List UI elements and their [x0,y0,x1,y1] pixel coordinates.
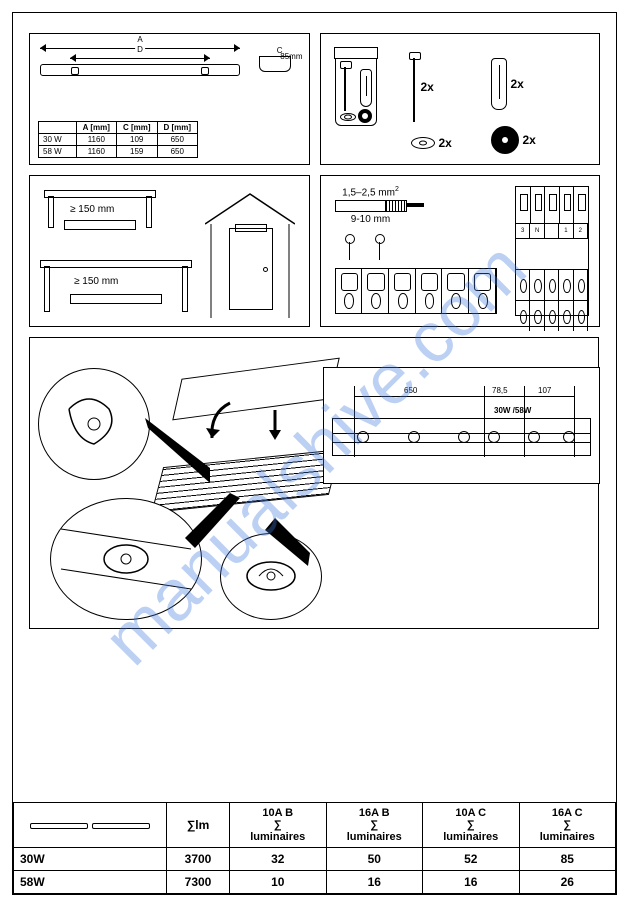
row2-v1: 10 [230,871,327,894]
col1-bot: luminaires [250,831,305,843]
fuse-box: 3 N 1 2 [515,186,589,316]
row2-v4: 26 [519,871,616,894]
breaker-label-2: N [530,224,544,238]
col3-bot: luminaires [443,831,498,843]
wire-strip-sq: 2 [395,186,399,193]
dims-row1-c: 109 [116,134,157,146]
luminaire-under-table [70,294,162,304]
black-washer-icon [491,126,519,154]
dims-th-empty [39,122,77,134]
row1-v3: 52 [423,848,520,871]
col3-top: 10A C [455,807,486,819]
luminaire-count-table: ∑lm 10A B∑luminaires 16A B∑luminaires 10… [13,802,616,894]
row1-lm: 3700 [167,848,230,871]
row2-v2: 16 [326,871,423,894]
panel-hardware: 2x 2x 2x 2x [320,33,601,165]
dims-th-c: C [mm] [116,122,157,134]
rail-dim-3: 107 [538,386,551,395]
row1-v2: 50 [326,848,423,871]
breaker-label-3: 1 [559,224,573,238]
qty-plug: 2x [511,77,524,91]
dims-row1-a: 1160 [76,134,116,146]
panel-dimensions: A D C 85mm A [mm] C [mm] D [mm] 30 W 116… [29,33,310,165]
dim-a-label: A [135,35,144,44]
screw-icon [411,52,417,122]
qty-screw: 2x [421,80,434,94]
wire-strip-diagram [335,200,407,212]
rail-dim-1: 650 [404,386,417,395]
hardware-bag-icon [335,54,377,126]
luminaire-pair-icon [30,821,150,829]
row1-watt: 30W [14,848,167,871]
rail-model-label: 30W /58W [494,406,531,415]
dimensions-table: A [mm] C [mm] D [mm] 30 W 1160 109 650 5… [38,121,198,158]
dims-row2-w: 58 W [39,146,77,158]
panel-wiring: 1,5–2,5 mm2 9-10 mm 3 N 1 2 [320,175,601,327]
wire-strip-range: 1,5–2,5 mm [342,187,395,198]
col4-mid: ∑ [563,819,571,831]
washer-icon [411,137,435,149]
col2-bot: luminaires [347,831,402,843]
col2-mid: ∑ [370,819,378,831]
dims-th-d: D [mm] [157,122,198,134]
row2-lm: 7300 [167,871,230,894]
col1-mid: ∑ [274,819,282,831]
rail-drawing [332,418,591,456]
col1-top: 10A B [262,807,293,819]
dims-row2-c: 159 [116,146,157,158]
clearance-top-label: ≥ 150 mm [70,204,114,215]
panel-rail-dimensions: 650 78,5 107 30W /58W [323,367,600,484]
clearance-bottom-label: ≥ 150 mm [74,276,118,287]
breaker-label-1: 3 [516,224,530,238]
dim-d-label: D [135,45,145,54]
breaker-label-4: 2 [574,224,588,238]
col4-top: 16A C [552,807,583,819]
row1-v4: 85 [519,848,616,871]
col4-bot: luminaires [540,831,595,843]
terminal-block [335,268,497,314]
row1-v1: 32 [230,848,327,871]
qty-black-washer: 2x [523,133,536,147]
rail-dim-2: 78,5 [492,386,508,395]
dims-row1-w: 30 W [39,134,77,146]
wall-plug-icon [491,58,507,110]
dim-height-label: 85mm [280,52,302,61]
wire-strip-length: 9-10 mm [335,214,407,225]
qty-washer: 2x [439,136,452,150]
luminaire-under-shelf [64,220,136,230]
dims-row2-a: 1160 [76,146,116,158]
house-icon [205,190,295,310]
col3-mid: ∑ [467,819,475,831]
dims-row1-d: 650 [157,134,198,146]
row2-v3: 16 [423,871,520,894]
dims-row2-d: 650 [157,146,198,158]
dims-th-a: A [mm] [76,122,116,134]
col2-top: 16A B [359,807,390,819]
col-lm: ∑lm [167,802,230,847]
luminaire-side-view [40,64,240,76]
row2-watt: 58W [14,871,167,894]
panel-clearance: ≥ 150 mm ≥ 150 mm [29,175,310,327]
